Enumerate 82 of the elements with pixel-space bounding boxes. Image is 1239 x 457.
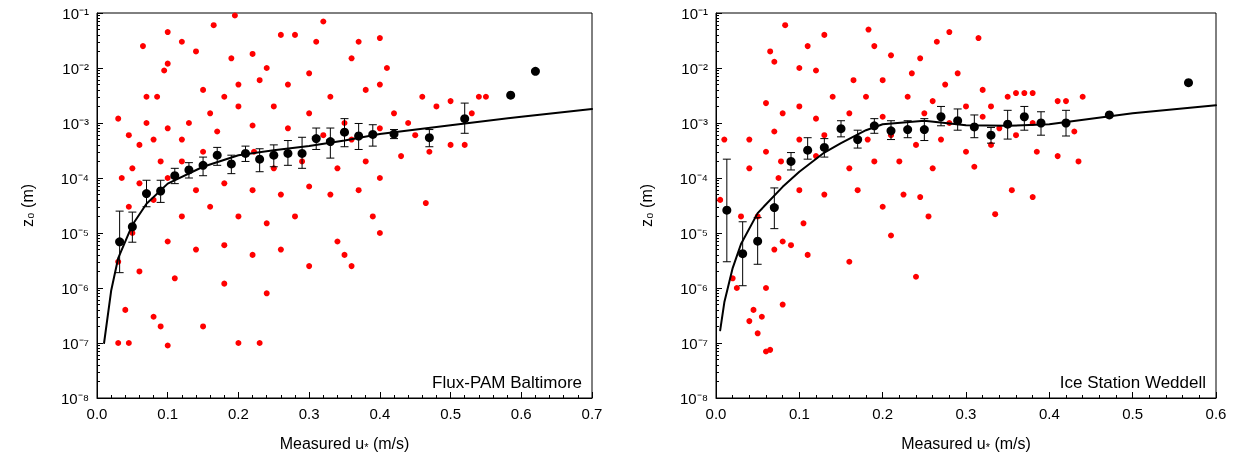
y-tick-label: 10⁻⁴ xyxy=(679,169,708,187)
y-tick-label: 10⁻⁷ xyxy=(61,334,89,352)
point xyxy=(297,148,307,158)
point xyxy=(269,150,279,160)
point xyxy=(786,156,796,166)
point xyxy=(738,249,748,259)
y-tick-label: 10⁻² xyxy=(62,59,89,77)
point xyxy=(803,145,813,155)
x-tick-label: 0.2 xyxy=(228,405,249,422)
y-tick-label: 10⁻⁸ xyxy=(679,389,708,407)
point xyxy=(460,114,470,124)
x-tick-label: 0.5 xyxy=(440,405,461,422)
point xyxy=(753,236,763,246)
y-axis-title: z₀ (m) xyxy=(18,183,36,228)
point xyxy=(283,148,293,158)
point xyxy=(1019,112,1029,122)
y-tick-label: 10⁻³ xyxy=(62,114,89,132)
x-axis-title: Measured u* (m/s) xyxy=(279,434,410,453)
point xyxy=(986,130,996,140)
y-tick-label: 10⁻⁷ xyxy=(680,334,708,352)
x-tick-label: 0.3 xyxy=(955,405,977,422)
point xyxy=(953,116,963,126)
x-tick-label: 0.4 xyxy=(1038,405,1060,422)
y-axis-title: z₀ (m) xyxy=(637,183,655,228)
x-tick-label: 0.4 xyxy=(369,405,391,422)
point xyxy=(1061,118,1071,128)
point xyxy=(853,135,863,145)
point xyxy=(325,137,335,147)
x-tick-label: 0.5 xyxy=(1122,405,1144,422)
point xyxy=(1003,119,1013,129)
x-tick-label: 0.7 xyxy=(581,405,603,422)
point xyxy=(255,154,265,164)
point xyxy=(127,222,137,232)
x-tick-label: 0.0 xyxy=(705,405,727,422)
y-tick-label: 10⁻¹ xyxy=(62,4,89,22)
y-tick-label: 10⁻¹ xyxy=(681,4,708,22)
point xyxy=(506,90,516,100)
x-tick-label: 0.0 xyxy=(86,405,108,422)
x-tick-label: 0.2 xyxy=(872,405,894,422)
point xyxy=(142,189,151,199)
point xyxy=(919,125,929,135)
point xyxy=(311,134,321,144)
y-tick-label: 10⁻⁶ xyxy=(61,279,89,297)
point xyxy=(184,165,194,175)
x-tick-label: 0.1 xyxy=(157,405,179,422)
y-tick-label: 10⁻⁵ xyxy=(680,224,708,242)
point xyxy=(969,122,979,132)
x-tick-label: 0.6 xyxy=(510,405,532,422)
x-tick-label: 0.6 xyxy=(1205,405,1227,422)
point xyxy=(226,159,236,169)
point xyxy=(156,186,166,196)
point xyxy=(115,237,125,247)
point xyxy=(198,160,208,170)
point xyxy=(170,171,180,181)
point xyxy=(241,148,250,158)
point xyxy=(769,203,779,213)
point xyxy=(936,112,946,122)
y-tick-label: 10⁻⁶ xyxy=(680,279,708,297)
annotation: Flux-PAM Baltimore xyxy=(432,373,583,392)
x-tick-label: 0.3 xyxy=(298,405,320,422)
y-tick-label: 10⁻⁴ xyxy=(60,169,89,187)
point xyxy=(212,150,222,160)
point xyxy=(530,66,540,76)
point xyxy=(424,133,434,143)
y-tick-label: 10⁻³ xyxy=(681,114,708,132)
annotation: Ice Station Weddell xyxy=(1059,373,1207,392)
point xyxy=(340,127,349,137)
point xyxy=(903,125,913,135)
y-tick-label: 10⁻⁵ xyxy=(61,224,89,242)
point xyxy=(722,205,732,215)
point xyxy=(368,129,378,139)
point xyxy=(1036,118,1046,128)
point xyxy=(819,142,829,152)
point xyxy=(836,124,846,134)
y-tick-label: 10⁻² xyxy=(681,59,708,77)
point xyxy=(886,126,896,136)
x-tick-label: 0.1 xyxy=(788,405,810,422)
x-axis-title: Measured u* (m/s) xyxy=(901,434,1031,453)
point xyxy=(354,131,364,141)
y-tick-label: 10⁻⁸ xyxy=(60,389,89,407)
point xyxy=(1104,110,1114,120)
point xyxy=(1184,78,1193,88)
